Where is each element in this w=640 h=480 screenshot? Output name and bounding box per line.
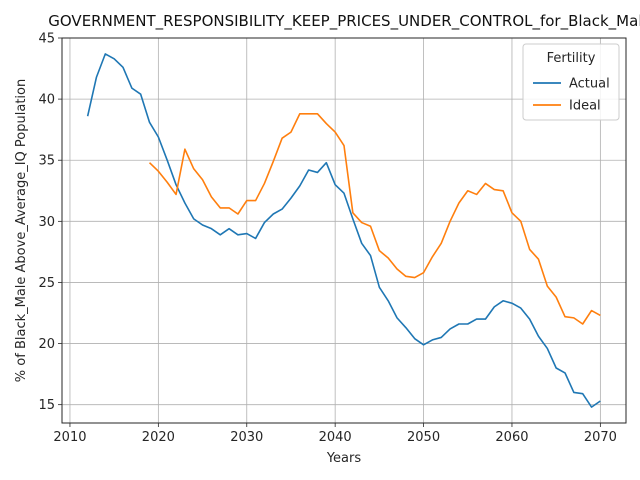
legend-label-actual: Actual (569, 77, 610, 92)
y-tick-label: 20 (38, 337, 55, 352)
y-tick-label: 25 (38, 276, 55, 291)
legend: Fertility Actual Ideal (522, 43, 620, 121)
x-axis-label: Years (326, 451, 362, 466)
series-line-ideal (148, 112, 601, 325)
series-line-actual (86, 53, 601, 408)
x-tick-label: 2010 (53, 430, 86, 445)
y-tick-label: 40 (38, 93, 55, 108)
y-tick-label: 35 (38, 154, 55, 169)
chart-title: GOVERNMENT_RESPONSIBILITY_KEEP_PRICES_UN… (48, 12, 640, 31)
x-tick-label: 2030 (230, 430, 263, 445)
legend-title: Fertility (547, 51, 596, 66)
legend-box (522, 43, 620, 121)
y-tick-label: 30 (38, 215, 55, 230)
legend-label-ideal: Ideal (569, 99, 601, 114)
x-tick-label: 2040 (319, 430, 352, 445)
y-tick-label: 45 (38, 32, 55, 47)
x-tick-label: 2060 (495, 430, 528, 445)
y-tick-label: 15 (38, 398, 55, 413)
y-axis-label: % of Black_Male Above_Average_IQ Populat… (14, 79, 29, 382)
axis-ticks: 2010 2020 2030 2040 2050 2060 2070 15 20 25 30 35 40… (38, 32, 616, 446)
plot-frame (61, 37, 627, 424)
x-tick-label: 2070 (584, 430, 617, 445)
x-tick-label: 2050 (407, 430, 440, 445)
series-lines (86, 53, 601, 408)
x-tick-label: 2020 (142, 430, 175, 445)
